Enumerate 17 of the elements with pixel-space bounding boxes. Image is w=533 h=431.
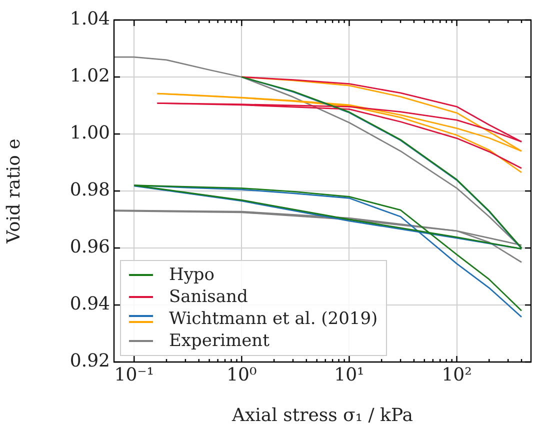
y-axis-title: Void ratio e bbox=[3, 138, 24, 244]
y-tick-label: 1.00 bbox=[70, 122, 110, 144]
x-tick-label: 10⁻¹ bbox=[114, 364, 154, 386]
x-tick-label: 10¹ bbox=[334, 364, 364, 386]
legend-label: Hypo bbox=[169, 265, 215, 285]
y-tick-label: 0.96 bbox=[70, 236, 110, 258]
x-tick-label: 10² bbox=[442, 364, 472, 386]
legend-label: Wichtmann et al. (2019) bbox=[169, 309, 378, 329]
legend-label: Experiment bbox=[169, 331, 270, 351]
y-tick-label: 1.04 bbox=[70, 8, 110, 30]
y-tick-label: 1.02 bbox=[70, 66, 110, 87]
y-tick-label: 0.94 bbox=[70, 294, 110, 315]
y-tick-label: 0.98 bbox=[70, 180, 110, 201]
x-axis-title: Axial stress σ₁ / kPa bbox=[231, 404, 414, 426]
legend-label: Sanisand bbox=[169, 287, 248, 307]
x-tick-label: 10⁰ bbox=[226, 364, 257, 386]
y-tick-label: 0.92 bbox=[70, 350, 110, 372]
